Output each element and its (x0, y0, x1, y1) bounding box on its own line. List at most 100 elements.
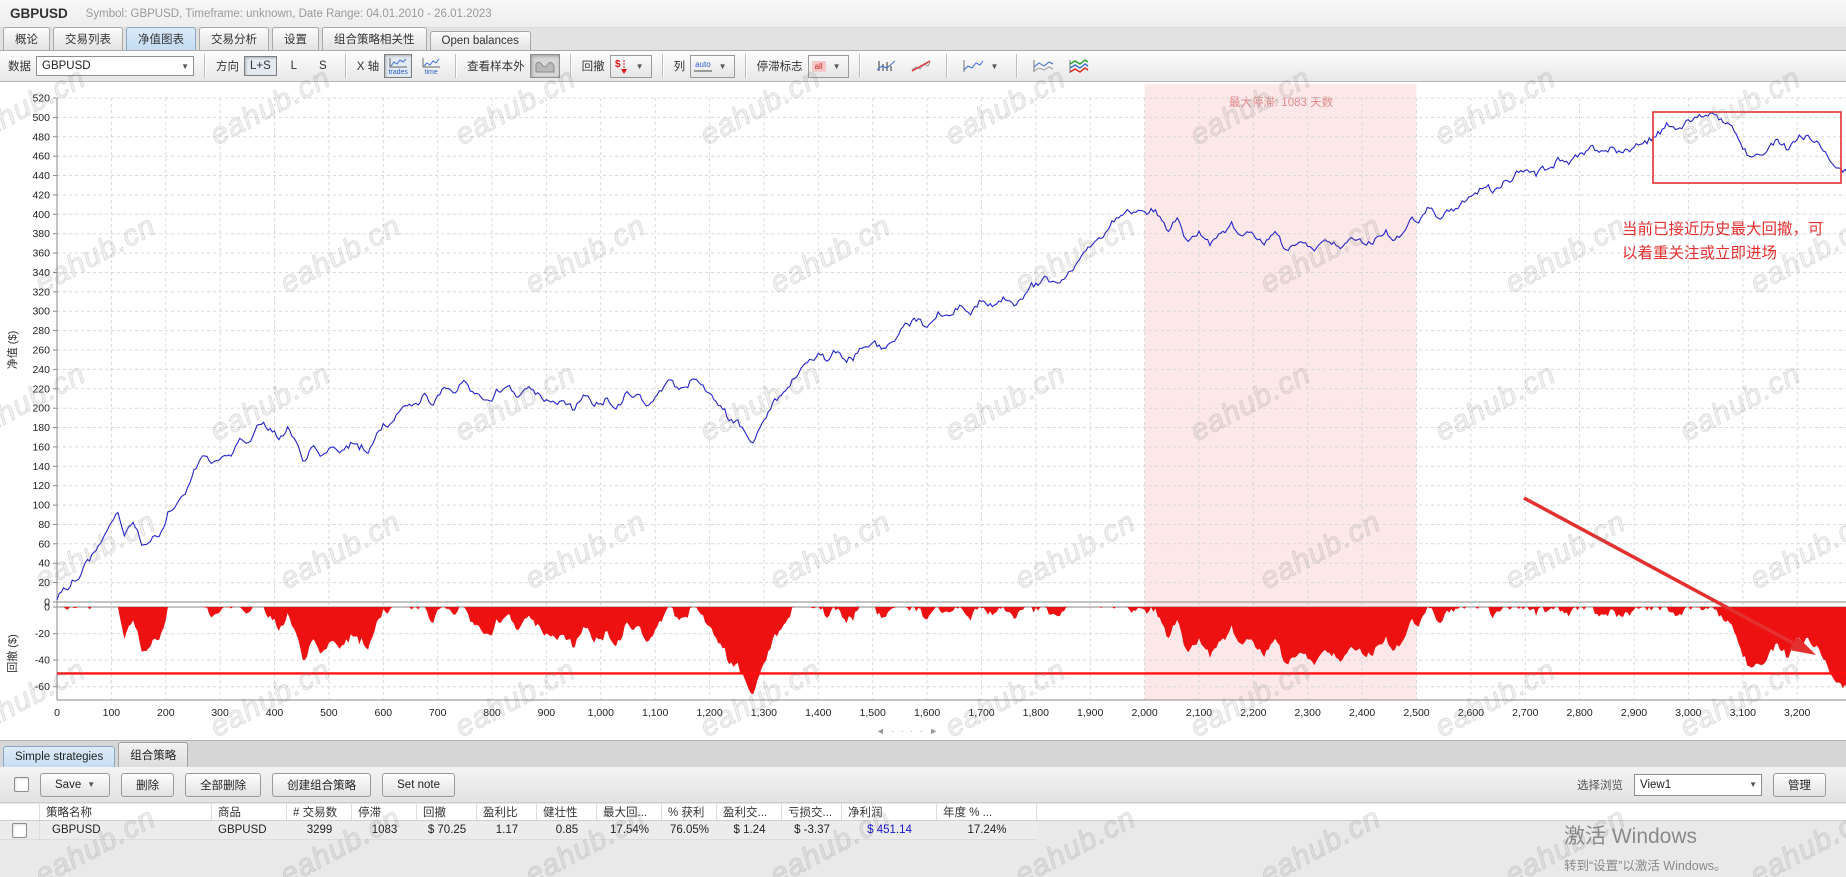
tab-settings[interactable]: 设置 (272, 27, 319, 50)
axis-titles: 净值 ($) 回撤 ($) (5, 331, 19, 673)
svg-text:900: 900 (538, 707, 556, 719)
regression-line-button[interactable] (906, 54, 936, 78)
svg-text:200: 200 (157, 707, 175, 719)
view-select[interactable]: View1 ▼ (1634, 773, 1762, 796)
svg-text:2,000: 2,000 (1131, 707, 1157, 719)
svg-text:220: 220 (32, 383, 50, 395)
column-header-5[interactable]: 盈利比 (477, 804, 537, 820)
row-cell-4: $ 70.25 (427, 824, 467, 836)
save-button[interactable]: Save ▼ (40, 772, 111, 797)
multi-series-icon (1069, 59, 1089, 73)
svg-text:2,100: 2,100 (1186, 707, 1212, 719)
histogram-chart-button[interactable] (871, 54, 901, 78)
tab-open-balances[interactable]: Open balances (429, 31, 531, 50)
column-header-12[interactable]: 年度 % ... (937, 804, 1037, 820)
svg-text:0: 0 (54, 707, 60, 719)
svg-text:2,600: 2,600 (1458, 707, 1484, 719)
select-all-checkbox[interactable] (14, 777, 29, 792)
svg-text:440: 440 (32, 170, 50, 182)
manage-button[interactable]: 管理 (1773, 772, 1826, 797)
multi-curves-button[interactable] (1063, 54, 1093, 78)
svg-text:最大停滞: 1083 天数: 最大停滞: 1083 天数 (1229, 95, 1334, 109)
tab-trade-analysis[interactable]: 交易分析 (199, 27, 269, 50)
separator (858, 54, 861, 78)
data-symbol-select[interactable]: GBPUSD ▼ (36, 56, 194, 76)
svg-text:1,400: 1,400 (805, 707, 831, 719)
svg-text:280: 280 (32, 325, 50, 337)
column-header-4[interactable]: 回撤 (417, 804, 477, 820)
direction-ls-button[interactable]: L+S (244, 56, 277, 76)
column-header-10[interactable]: 亏损交... (782, 804, 842, 820)
save-label: Save (55, 778, 82, 791)
columns-dropdown[interactable]: auto ▼ (690, 54, 735, 78)
tab-portfolio-strategies[interactable]: 组合策略 (118, 742, 189, 767)
stagnation-marks-dropdown[interactable]: all ▼ (807, 54, 849, 78)
column-header-11[interactable]: 净利润 (842, 804, 937, 820)
svg-text:以着重关注或立即进场: 以着重关注或立即进场 (1622, 244, 1777, 262)
svg-text:净值 ($): 净值 ($) (5, 331, 19, 370)
svg-text:-60: -60 (35, 681, 50, 693)
svg-text:2,500: 2,500 (1403, 707, 1429, 719)
svg-text:260: 260 (32, 345, 50, 357)
svg-text:320: 320 (32, 286, 50, 298)
activation-subtitle: 转到“设置”以激活 Windows。 (1564, 859, 1727, 873)
equity-chart-panel: 最大停滞: 1083 天数 0 20 40 60 80 100 120 140 160 180 200… (0, 82, 1846, 740)
svg-text:80: 80 (38, 519, 50, 531)
xaxis-time-button[interactable]: time (417, 54, 445, 78)
tab-trade-list[interactable]: 交易列表 (53, 27, 123, 50)
column-header-6[interactable]: 健壮性 (537, 804, 597, 820)
svg-text:340: 340 (32, 267, 50, 279)
svg-text:240: 240 (32, 364, 50, 376)
checkbox-column-header (0, 804, 40, 820)
column-header-1[interactable]: 商品 (212, 804, 287, 820)
delete-all-button[interactable]: 全部删除 (185, 772, 262, 797)
windows-activation-watermark: 激活 Windows 转到“设置”以激活 Windows。 (1564, 820, 1727, 874)
data-label: 数据 (8, 61, 31, 73)
create-portfolio-button[interactable]: 创建组合策略 (272, 772, 372, 797)
svg-text:420: 420 (32, 189, 50, 201)
column-header-0[interactable]: 策略名称 (40, 804, 212, 820)
tab-equity-chart[interactable]: 净值图表 (126, 27, 196, 50)
stagnation-all-icon: all (811, 60, 826, 72)
tab-simple-strategies[interactable]: Simple strategies (3, 746, 116, 767)
tab-portfolio-correlation[interactable]: 组合策略相关性 (322, 27, 427, 50)
svg-text:2,800: 2,800 (1566, 707, 1592, 719)
symbol-title: GBPUSD (10, 6, 68, 21)
row-cell-12: 17.24% (967, 824, 1007, 836)
compare-curves-button[interactable] (1028, 54, 1058, 78)
svg-text:2,900: 2,900 (1621, 707, 1647, 719)
chevron-down-icon: ▼ (990, 61, 999, 71)
row-checkbox-cell (0, 821, 40, 839)
histogram-icon (876, 60, 895, 71)
delete-button[interactable]: 删除 (121, 772, 175, 797)
direction-s-button[interactable]: S (311, 56, 335, 76)
svg-text:3,200: 3,200 (1784, 707, 1810, 719)
set-note-button[interactable]: Set note (382, 772, 455, 797)
svg-text:500: 500 (32, 112, 50, 124)
row-cell-8: 76.05% (669, 824, 709, 836)
out-of-sample-toggle[interactable] (529, 54, 560, 78)
chart-style-dropdown[interactable]: ▼ (958, 55, 1007, 78)
tab-overview[interactable]: 概论 (3, 27, 50, 50)
column-header-3[interactable]: 停滞 (352, 804, 417, 820)
column-header-2[interactable]: # 交易数 (287, 804, 352, 820)
direction-l-button[interactable]: L (282, 56, 306, 76)
column-header-8[interactable]: % 获利 (662, 804, 717, 820)
svg-text:1,600: 1,600 (914, 707, 940, 719)
column-header-7[interactable]: 最大回... (597, 804, 662, 820)
chevron-down-icon: ▼ (1749, 780, 1757, 789)
columns-label: 列 (673, 61, 686, 73)
xaxis-trades-button[interactable]: trades (384, 54, 413, 78)
svg-text:520: 520 (32, 93, 50, 105)
drawdown-mode-dropdown[interactable]: $ ▼ (609, 54, 652, 78)
strategy-table-row[interactable]: GBPUSD GBPUSD 3299 1083 $ 70.25 1.17 0.85 17.54… (0, 821, 1037, 840)
row-cell-9: $ 1.24 (733, 824, 766, 836)
line-chart-icon (389, 57, 408, 67)
row-checkbox[interactable] (12, 822, 27, 838)
separator (661, 54, 664, 78)
strategy-toolbar: Save ▼ 删除 全部删除 创建组合策略 Set note 选择浏览 View… (0, 767, 1846, 803)
column-header-9[interactable]: 盈利交... (717, 804, 782, 820)
chart-pager[interactable]: ◄ · · · · ► (876, 726, 940, 736)
svg-text:120: 120 (32, 480, 50, 492)
separator (945, 54, 948, 78)
